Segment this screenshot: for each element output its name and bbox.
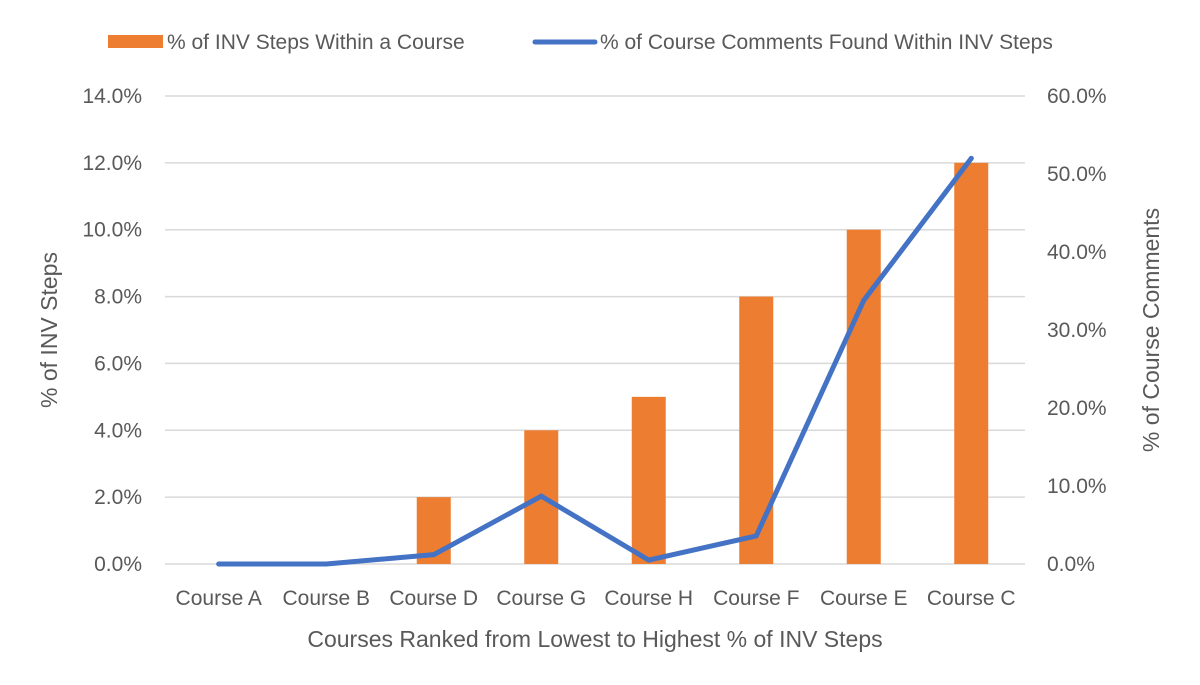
x-tick-label: Course H — [604, 587, 693, 610]
line-path — [216, 155, 974, 567]
legend-bar-swatch — [108, 35, 163, 48]
line-series — [216, 155, 974, 567]
bar — [739, 296, 774, 564]
x-tick-label: Course F — [713, 587, 799, 610]
y-tick-label: 2.0% — [94, 486, 142, 509]
line-point — [861, 297, 867, 303]
x-tick-label: Course D — [389, 587, 478, 610]
x-tick-label: Course G — [496, 587, 586, 610]
line-point — [646, 557, 652, 563]
gridlines — [165, 95, 1025, 565]
x-tick-label: Course B — [282, 587, 370, 610]
left-axis-title: % of INV Steps — [36, 252, 62, 408]
line-point — [431, 552, 437, 558]
legend-line-label: % of Course Comments Found Within INV St… — [600, 31, 1053, 54]
y2-tick-label: 20.0% — [1047, 397, 1107, 420]
y2-tick-label: 10.0% — [1047, 475, 1107, 498]
y-tick-label: 4.0% — [94, 419, 142, 442]
legend-bar-label: % of INV Steps Within a Course — [167, 31, 465, 54]
line-point — [968, 155, 974, 161]
y-tick-label: 0.0% — [94, 553, 142, 576]
y-tick-label: 14.0% — [82, 85, 142, 108]
x-axis-title: Courses Ranked from Lowest to Highest % … — [307, 626, 882, 652]
line-point — [753, 533, 759, 539]
y2-tick-label: 60.0% — [1047, 85, 1107, 108]
y-tick-label: 10.0% — [82, 219, 142, 242]
line-point — [538, 493, 544, 499]
y2-tick-label: 30.0% — [1047, 319, 1107, 342]
line-point — [216, 561, 222, 567]
category-axis-ticks: Course A Course B Course D Course G Course H… — [176, 587, 1016, 610]
x-tick-label: Course A — [176, 587, 262, 610]
bar — [954, 162, 989, 564]
legend-item-line: % of Course Comments Found Within INV St… — [532, 31, 1053, 54]
legend-item-bars: % of INV Steps Within a Course — [108, 31, 465, 54]
right-axis-ticks: 0.0% 10.0% 20.0% 30.0% 40.0% 50.0% 60.0% — [1047, 85, 1107, 576]
y-tick-label: 12.0% — [82, 152, 142, 175]
left-axis-ticks: 0.0% 2.0% 4.0% 6.0% 8.0% 10.0% 12.0% 14.0% — [82, 85, 142, 576]
y-tick-label: 8.0% — [94, 286, 142, 309]
right-axis-title: % of Course Comments — [1138, 208, 1164, 452]
line-point — [323, 561, 329, 567]
y2-tick-label: 40.0% — [1047, 241, 1107, 264]
legend: % of INV Steps Within a Course % of Cour… — [108, 31, 1053, 54]
y-tick-label: 6.0% — [94, 352, 142, 375]
y2-tick-label: 50.0% — [1047, 163, 1107, 186]
bar — [846, 229, 881, 564]
x-tick-label: Course C — [927, 587, 1016, 610]
bar — [631, 396, 666, 564]
y2-tick-label: 0.0% — [1047, 553, 1095, 576]
x-tick-label: Course E — [820, 587, 908, 610]
